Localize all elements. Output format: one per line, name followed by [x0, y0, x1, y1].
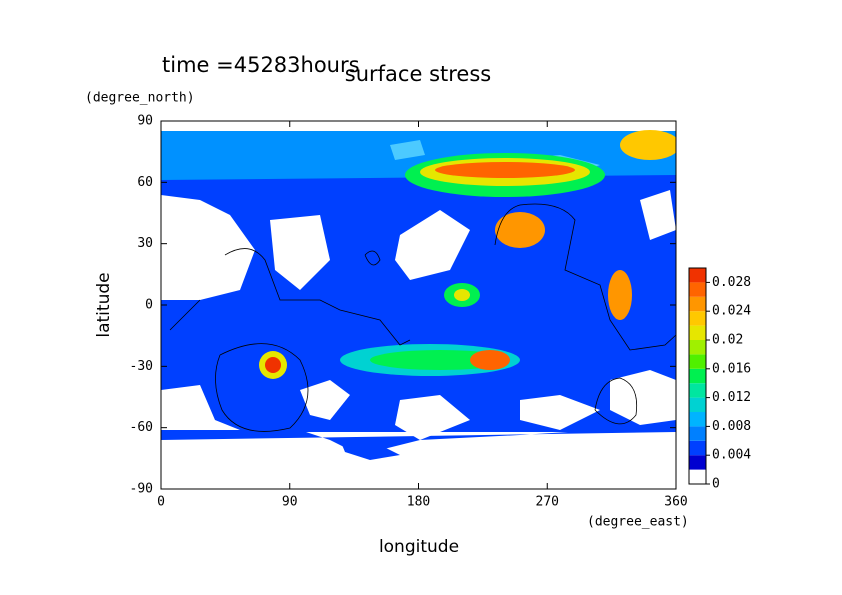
colorbar-tick-label: 0.008 — [712, 419, 751, 434]
colorbar-swatch — [689, 282, 706, 297]
chart-title: surface stress — [345, 62, 491, 86]
colorbar-swatch — [689, 311, 706, 326]
y-units: (degree_north) — [85, 91, 195, 106]
x-tick-label: 90 — [282, 495, 298, 510]
colorbar-tick-label: 0.024 — [712, 304, 751, 319]
colorbar-swatch — [689, 340, 706, 355]
colorbar-swatch — [689, 383, 706, 398]
x-units: (degree_east) — [587, 515, 689, 530]
colorbar-swatch — [689, 268, 706, 283]
contour-field — [161, 130, 676, 460]
colorbar-swatch — [689, 440, 706, 456]
colorbar-swatch — [689, 296, 706, 312]
x-axis-label: longitude — [379, 537, 459, 557]
colorbar-swatch — [689, 368, 706, 384]
x-tick-label: 270 — [536, 495, 559, 510]
time-label: time =45283hours — [162, 53, 360, 77]
colorbar-swatch — [689, 325, 706, 340]
colorbar-swatch — [689, 397, 706, 412]
y-tick-label: -60 — [130, 420, 153, 435]
colorbar-tick-label: 0.016 — [712, 361, 751, 376]
x-tick-label: 360 — [664, 495, 687, 510]
y-tick-label: 60 — [137, 175, 153, 190]
colorbar-swatch — [689, 354, 706, 369]
colorbar-tick-label: 0.004 — [712, 448, 751, 463]
colorbar-tick-label: 0.012 — [712, 390, 751, 405]
colorbar-tick-label: 0.028 — [712, 275, 751, 290]
colorbar-swatch — [689, 469, 706, 484]
colorbar-swatch — [689, 426, 706, 441]
y-tick-label: 30 — [137, 236, 153, 251]
y-tick-label: 0 — [145, 298, 153, 313]
x-tick-label: 0 — [157, 495, 165, 510]
colorbar-swatch — [689, 412, 706, 427]
colorbar-tick-label: 0 — [712, 477, 720, 492]
y-axis-label: latitude — [94, 272, 114, 337]
colorbar-swatch — [689, 455, 706, 470]
y-tick-label: -90 — [130, 482, 153, 497]
colorbar-frame — [688, 267, 707, 485]
y-tick-label: -30 — [130, 359, 153, 374]
colorbar-tick-label: 0.02 — [712, 333, 743, 348]
x-tick-label: 180 — [407, 495, 430, 510]
y-tick-label: 90 — [137, 114, 153, 129]
